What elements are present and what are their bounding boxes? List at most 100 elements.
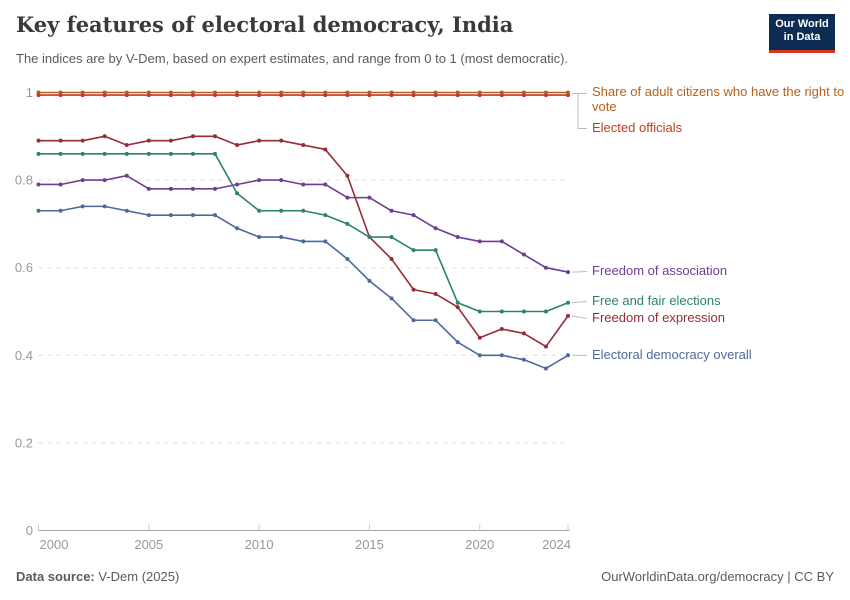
- series-marker: [36, 138, 41, 143]
- series-marker: [190, 213, 195, 218]
- y-axis-tick-label: 0.2: [15, 435, 33, 450]
- series-marker: [411, 213, 416, 218]
- series-marker: [213, 93, 217, 98]
- series-marker: [323, 213, 328, 218]
- series-marker: [80, 151, 85, 156]
- series-marker: [190, 134, 195, 139]
- owid-logo-line1: Our World: [775, 18, 829, 30]
- series-marker: [80, 204, 85, 209]
- series-marker: [499, 93, 504, 98]
- series-marker: [521, 331, 526, 336]
- y-axis-tick-label: 0.8: [15, 173, 33, 188]
- series-marker: [58, 208, 63, 213]
- series-marker: [235, 191, 240, 196]
- series-marker: [367, 195, 372, 200]
- series-marker: [521, 252, 526, 257]
- series-marker: [80, 178, 85, 183]
- series-marker: [36, 93, 41, 98]
- series-marker: [543, 93, 548, 98]
- series-marker: [301, 239, 306, 244]
- data-source-value: V-Dem (2025): [98, 569, 180, 584]
- series-label-elected-officials: Elected officials: [592, 120, 683, 135]
- y-axis-tick-label: 0.4: [15, 348, 33, 363]
- series-marker: [235, 93, 240, 98]
- series-marker: [455, 93, 460, 98]
- series-marker: [433, 93, 438, 98]
- legend-connector: [571, 271, 588, 273]
- series-marker: [124, 93, 129, 98]
- series-marker: [190, 151, 195, 156]
- series-marker: [477, 335, 482, 340]
- series-marker: [477, 93, 482, 98]
- series-marker: [477, 309, 482, 314]
- x-axis-tick-label: 2020: [465, 537, 494, 552]
- series-marker: [36, 182, 41, 187]
- series-marker: [301, 182, 306, 187]
- series-marker: [301, 143, 306, 148]
- series-marker: [521, 93, 526, 98]
- owid-logo-line2: in Data: [783, 31, 821, 43]
- legend-connector: [571, 301, 588, 304]
- series-marker: [521, 309, 526, 314]
- series-marker: [477, 239, 482, 244]
- series-marker: [213, 186, 217, 191]
- series-marker: [499, 309, 504, 314]
- series-marker: [124, 143, 129, 148]
- series-marker: [146, 138, 151, 143]
- series-marker: [455, 300, 460, 305]
- series-label-share-of-adult-citizens: Share of adult citizens who have the rig…: [592, 84, 845, 114]
- series-marker: [345, 195, 350, 200]
- series-marker: [433, 318, 438, 323]
- series-label-electoral-democracy-overall: Electoral democracy overall: [592, 347, 752, 362]
- series-marker: [411, 287, 416, 292]
- series-marker: [301, 93, 306, 98]
- series-marker: [566, 353, 570, 358]
- series-marker: [257, 208, 262, 213]
- owid-logo: Our World in Data: [769, 14, 835, 53]
- series-marker: [411, 318, 416, 323]
- y-axis-tick-label: 0.6: [15, 260, 33, 275]
- series-marker: [257, 138, 262, 143]
- series-marker: [389, 256, 394, 261]
- series-marker: [367, 235, 372, 240]
- series-marker: [543, 344, 548, 349]
- series-marker: [367, 93, 372, 98]
- series-marker: [235, 143, 240, 148]
- series-marker: [102, 178, 107, 183]
- series-marker: [213, 213, 217, 218]
- chart-footer: Data source: V-Dem (2025) OurWorldinData…: [16, 569, 834, 584]
- series-marker: [566, 300, 570, 305]
- series-marker: [146, 93, 151, 98]
- series-marker: [190, 186, 195, 191]
- series-marker: [168, 213, 173, 218]
- series-marker: [168, 93, 173, 98]
- series-marker: [146, 151, 151, 156]
- footer-attribution: OurWorldinData.org/democracy | CC BY: [601, 569, 834, 584]
- series-marker: [455, 235, 460, 240]
- series-marker: [190, 93, 195, 98]
- series-line-2: [38, 174, 569, 273]
- series-marker: [279, 138, 284, 143]
- series-marker: [58, 182, 63, 187]
- series-marker: [80, 138, 85, 143]
- series-marker: [102, 151, 107, 156]
- x-axis-tick-label: 2015: [355, 537, 384, 552]
- series-marker: [389, 208, 394, 213]
- series-label-freedom-of-association: Freedom of association: [592, 263, 728, 278]
- series-marker: [279, 235, 284, 240]
- series-marker: [345, 221, 350, 226]
- series-marker: [345, 93, 350, 98]
- series-marker: [36, 151, 41, 156]
- series-marker: [102, 93, 107, 98]
- series-marker: [257, 235, 262, 240]
- series-marker: [566, 313, 570, 318]
- series-label-free-and-fair-elections: Free and fair elections: [592, 293, 721, 308]
- legend-connector: [577, 93, 587, 129]
- series-marker: [323, 239, 328, 244]
- series-marker: [168, 138, 173, 143]
- series-marker: [257, 178, 262, 183]
- legend-connector: [571, 315, 588, 319]
- series-marker: [323, 182, 328, 187]
- series-marker: [168, 186, 173, 191]
